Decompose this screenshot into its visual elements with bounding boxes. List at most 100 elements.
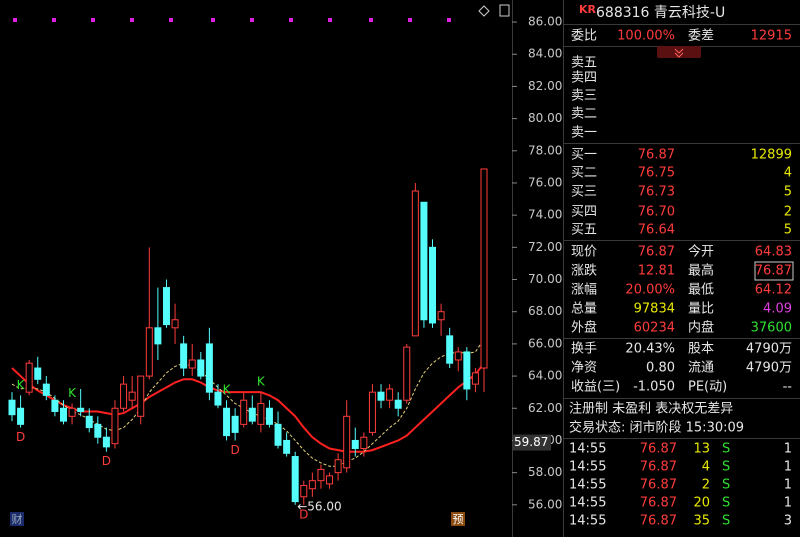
- bid-label: 买四: [571, 205, 597, 220]
- candle-body: [145, 327, 153, 377]
- price-tag-bg: [513, 434, 551, 451]
- candle-body: [394, 399, 402, 409]
- trade-volume: 2: [702, 478, 710, 493]
- bid-volume: 5: [784, 223, 792, 238]
- candle-body: [343, 415, 351, 469]
- signal-marker: D: [102, 454, 111, 468]
- icon-bg: [10, 512, 24, 526]
- panel-toggle[interactable]: [499, 4, 510, 17]
- candle-body: [111, 407, 119, 445]
- candle-body: [300, 485, 308, 498]
- diamond-icon[interactable]: [478, 5, 490, 17]
- y-tick-label: 84.00: [528, 47, 562, 61]
- y-tick-label: 70.00: [528, 272, 562, 286]
- stat-value: 76.87: [638, 245, 675, 260]
- trade-side: S: [722, 460, 730, 475]
- trade-volume: 35: [693, 514, 710, 529]
- trade-price: 76.87: [640, 478, 677, 493]
- info-value: 4790万: [746, 342, 792, 357]
- stat-value: 20.00%: [625, 283, 675, 298]
- moving-average: [11, 338, 485, 467]
- y-tick-label: 62.00: [528, 401, 562, 415]
- signal-marker: D: [231, 443, 240, 457]
- top-dots: [13, 18, 451, 22]
- candle-body: [94, 423, 102, 438]
- trade-count: 1: [784, 442, 792, 457]
- stat-value: 64.83: [755, 245, 792, 260]
- stat-label: 今开: [688, 244, 714, 260]
- trade-status: 交易状态: 闭市阶段 15:30:09: [569, 420, 744, 436]
- bid-label: 买五: [571, 223, 597, 238]
- candle-body: [446, 335, 454, 364]
- info-value: --: [783, 380, 793, 395]
- candle-body: [437, 311, 445, 321]
- candle-body: [128, 391, 136, 401]
- stat-label: 量比: [688, 302, 714, 317]
- candle-body: [351, 439, 359, 449]
- candle-body: [34, 367, 42, 380]
- candle-body: [197, 359, 205, 377]
- moving-average: [11, 362, 485, 453]
- market-badge: KR: [579, 3, 597, 16]
- bid-label: 买三: [571, 185, 597, 200]
- trade-price: 76.87: [640, 496, 677, 511]
- stat-label: 外盘: [571, 320, 597, 336]
- trade-volume: 20: [693, 496, 710, 511]
- trade-price: 76.87: [640, 514, 677, 529]
- ask-label: 卖一: [571, 126, 597, 141]
- candle-body: [42, 383, 50, 396]
- candle-body: [205, 343, 213, 393]
- signal-marker: K: [17, 378, 26, 392]
- stat-label: 最高: [688, 263, 714, 279]
- candle-body: [214, 391, 222, 406]
- info-value: 4790万: [746, 361, 792, 376]
- trade-side: S: [722, 478, 730, 493]
- candle-body: [283, 439, 291, 454]
- y-tick-label: 78.00: [528, 143, 562, 157]
- info-label: 收益(三): [571, 380, 620, 395]
- info-label: 股本: [688, 342, 714, 357]
- finance-icon[interactable]: 财: [12, 512, 23, 526]
- bid-volume: 2: [784, 205, 792, 220]
- trade-side: S: [722, 496, 730, 511]
- bid-volume: 12899: [751, 148, 792, 163]
- candle-body: [360, 436, 368, 449]
- y-tick-label: 68.00: [528, 304, 562, 318]
- candle-body: [85, 415, 93, 429]
- candle-body: [188, 359, 196, 369]
- icon-bg: [451, 512, 465, 526]
- bid-price: 76.75: [638, 166, 675, 181]
- stat-value: 76.87: [755, 264, 792, 279]
- collapse-icon: [674, 48, 684, 58]
- candle-body: [240, 399, 248, 425]
- candle-body: [334, 459, 342, 474]
- candle-body: [420, 201, 428, 321]
- trade-price: 76.87: [640, 442, 677, 457]
- stat-value: 12.81: [638, 264, 675, 279]
- signal-marker: K: [257, 375, 266, 389]
- info-value: 20.43%: [625, 342, 675, 357]
- y-tick-label: 66.00: [528, 336, 562, 350]
- candle-body: [454, 351, 462, 361]
- forecast-icon[interactable]: 预: [453, 513, 464, 526]
- candle-body: [231, 415, 239, 433]
- candle-body: [68, 407, 76, 417]
- diff-label: 委差: [688, 29, 714, 44]
- y-tick-label: 72.00: [528, 240, 562, 254]
- y-tick-label: 56.00: [528, 497, 562, 511]
- collapse-button[interactable]: [657, 46, 701, 58]
- y-tick-label: 64.00: [528, 369, 562, 383]
- y-tick-label: 58.00: [528, 465, 562, 479]
- stat-value: 64.12: [755, 283, 792, 298]
- bid-price: 76.87: [638, 148, 675, 163]
- candle-body: [411, 190, 419, 337]
- candle-body: [265, 407, 273, 425]
- info-value: 0.80: [646, 361, 675, 376]
- bid-price: 76.70: [638, 205, 675, 220]
- candle-body: [17, 407, 25, 425]
- info-label: 流通: [688, 361, 714, 376]
- candle-body: [180, 343, 188, 369]
- ratio-label: 委比: [571, 29, 597, 44]
- trade-time: 14:55: [569, 478, 606, 493]
